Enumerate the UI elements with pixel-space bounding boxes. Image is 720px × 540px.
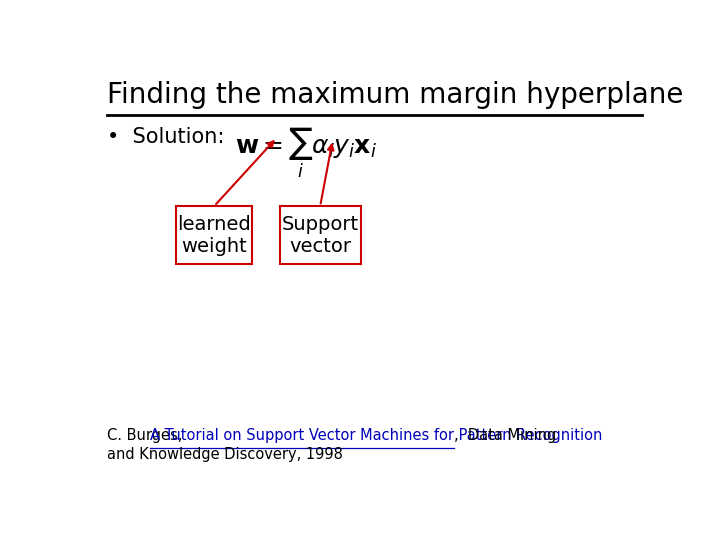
Text: Finding the maximum margin hyperplane: Finding the maximum margin hyperplane	[107, 82, 683, 110]
Text: Support
vector: Support vector	[282, 215, 359, 256]
Text: ,  Data Mining: , Data Mining	[454, 428, 556, 443]
FancyBboxPatch shape	[176, 206, 252, 265]
Text: C. Burges,: C. Burges,	[107, 428, 186, 443]
Text: $\mathbf{w} = \sum_i \alpha_i y_i \mathbf{x}_i$: $\mathbf{w} = \sum_i \alpha_i y_i \mathb…	[235, 125, 377, 180]
Text: and Knowledge Discovery, 1998: and Knowledge Discovery, 1998	[107, 447, 343, 462]
Text: learned
weight: learned weight	[177, 215, 251, 256]
Text: •  Solution:: • Solution:	[107, 127, 224, 147]
FancyBboxPatch shape	[280, 206, 361, 265]
Text: A Tutorial on Support Vector Machines for Pattern Recognition: A Tutorial on Support Vector Machines fo…	[150, 428, 602, 443]
